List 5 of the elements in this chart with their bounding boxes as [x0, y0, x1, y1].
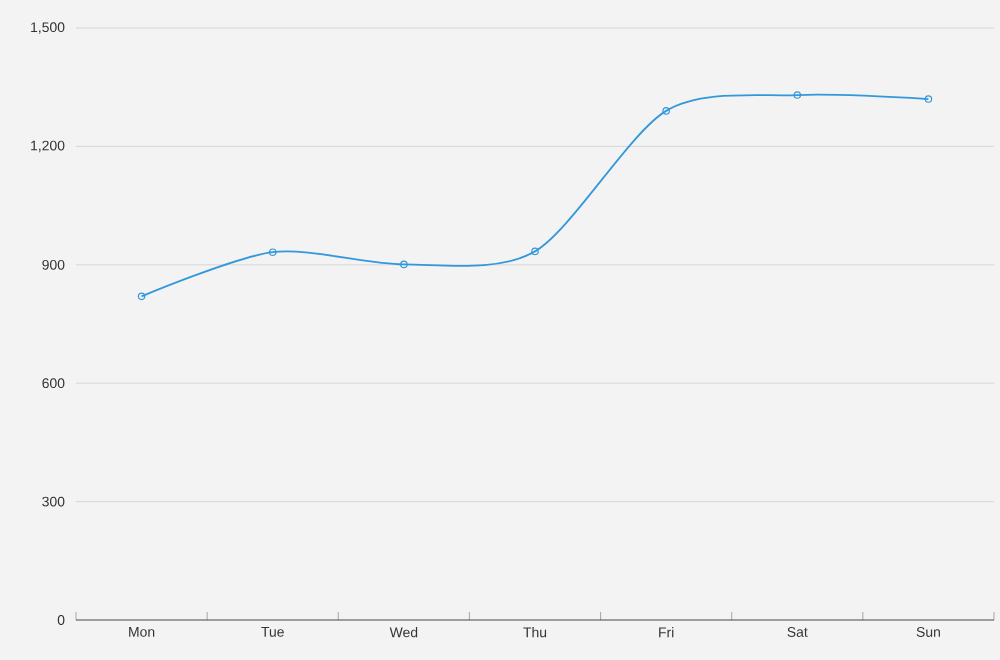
point — [662, 107, 670, 115]
point — [531, 247, 539, 256]
point — [400, 260, 408, 269]
point — [793, 91, 802, 99]
point — [268, 248, 277, 256]
